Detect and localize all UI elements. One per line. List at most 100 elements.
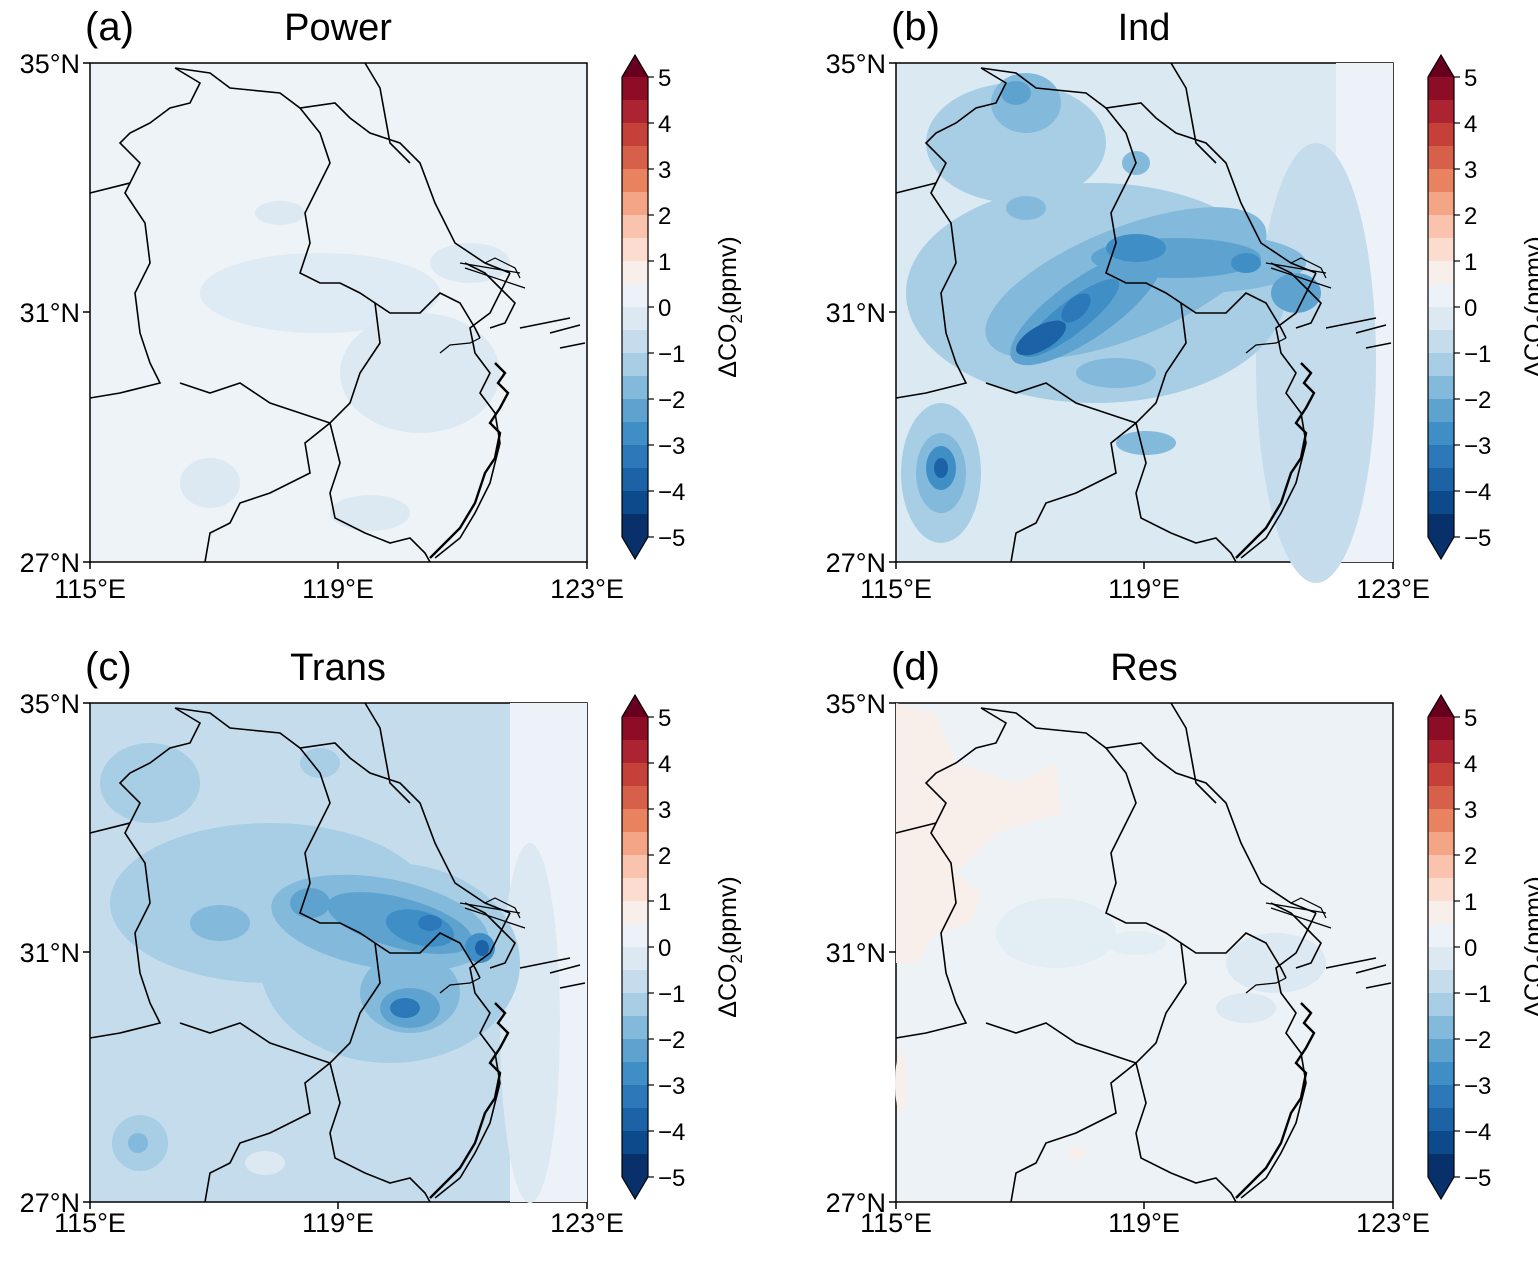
colorbar-tick-label: 4 xyxy=(1464,751,1477,778)
colorbar-tick-label: −4 xyxy=(658,479,685,506)
x-tick-115e: 115°E xyxy=(860,574,932,604)
anomaly-field xyxy=(100,703,587,1203)
y-tick-31n: 31°N xyxy=(826,938,886,968)
colorbar-bin xyxy=(622,468,648,492)
x-tick-123e: 123°E xyxy=(1356,1208,1430,1238)
panel-letter: (a) xyxy=(85,5,134,49)
colorbar-bin xyxy=(1428,422,1454,446)
colorbar-bin xyxy=(1428,514,1454,538)
colorbar: 5 4 3 2 1 0 −1 −2 −3 −4 −5 ΔCO2(ppmv) xyxy=(621,53,746,561)
colorbar-max-extension xyxy=(1428,55,1454,77)
colorbar-max-extension xyxy=(622,695,648,717)
colorbar-bin xyxy=(1428,123,1454,147)
y-tick-31n: 31°N xyxy=(826,298,886,328)
map-panel-d: (d) Res xyxy=(826,645,1538,1238)
colorbar-bin xyxy=(1428,77,1454,101)
y-tick-labels: 35°N 31°N 27°N xyxy=(20,49,90,578)
colorbar-bin xyxy=(622,1154,648,1178)
colorbar-tick-label: −5 xyxy=(1464,525,1491,552)
colorbar-bin xyxy=(1428,809,1454,833)
colorbar-bin xyxy=(1428,1108,1454,1132)
colorbar-tick-label: 0 xyxy=(1464,935,1477,962)
y-tick-31n: 31°N xyxy=(20,298,80,328)
colorbar-bin xyxy=(622,123,648,147)
colorbar-tick-label: 2 xyxy=(658,843,671,870)
colorbar-tick-label: −4 xyxy=(1464,479,1491,506)
colorbar-bin xyxy=(622,763,648,787)
colorbar-bin xyxy=(1428,100,1454,124)
colorbar-bin xyxy=(622,786,648,810)
anomaly-field xyxy=(180,201,510,531)
x-tick-labels: 115°E 119°E 123°E xyxy=(860,562,1430,604)
colorbar-bin xyxy=(622,1131,648,1155)
province-borders xyxy=(89,702,586,1203)
colorbar-tick-label: 2 xyxy=(1464,843,1477,870)
colorbar-bin xyxy=(622,284,648,308)
x-tick-123e: 123°E xyxy=(550,574,624,604)
colorbar-tick-label: −4 xyxy=(1464,1119,1491,1146)
map-panel-b: (b) Ind xyxy=(826,5,1538,604)
colorbar-tick-label: −5 xyxy=(1464,1165,1491,1192)
colorbar-tick-label: −1 xyxy=(658,981,685,1008)
y-tick-27n: 27°N xyxy=(20,548,80,578)
colorbar-bin xyxy=(1428,1131,1454,1155)
province-borders xyxy=(895,62,1392,563)
colorbar-tick-label: 1 xyxy=(658,889,671,916)
colorbar-bin xyxy=(622,307,648,331)
colorbar: 5 4 3 2 1 0 −1 −2 −3 −4 −5 ΔCO2(ppmv) xyxy=(1427,693,1538,1201)
colorbar-bin xyxy=(1428,901,1454,925)
colorbar-tick-label: 1 xyxy=(1464,889,1477,916)
x-tick-123e: 123°E xyxy=(1356,574,1430,604)
colorbar-bin xyxy=(1428,878,1454,902)
y-tick-27n: 27°N xyxy=(826,548,886,578)
colorbar-tick-label: 4 xyxy=(658,751,671,778)
colorbar-bin xyxy=(622,215,648,239)
colorbar-bin xyxy=(1428,740,1454,764)
colorbar-bin xyxy=(1428,330,1454,354)
x-tick-115e: 115°E xyxy=(54,574,126,604)
colorbar-bin xyxy=(1428,353,1454,377)
colorbar-bin xyxy=(622,100,648,124)
province-borders xyxy=(895,702,1392,1203)
colorbar-tick-label: 3 xyxy=(658,157,671,184)
colorbar-tick-label: 5 xyxy=(1464,705,1477,732)
colorbar-bin xyxy=(1428,399,1454,423)
colorbar-bin xyxy=(622,855,648,879)
province-borders xyxy=(89,62,586,563)
colorbar-tick-label: 3 xyxy=(658,797,671,824)
colorbar-bin xyxy=(622,422,648,446)
colorbar-bin xyxy=(622,1085,648,1109)
colorbar-bin xyxy=(622,353,648,377)
colorbar-bin xyxy=(1428,1039,1454,1063)
colorbar-bin xyxy=(1428,993,1454,1017)
colorbar: 5 4 3 2 1 0 −1 −2 −3 −4 −5 ΔCO2(ppmv) xyxy=(1427,53,1538,561)
colorbar-bin xyxy=(1428,763,1454,787)
colorbar-bin xyxy=(622,77,648,101)
colorbar-tick-label: 5 xyxy=(658,705,671,732)
colorbar-min-extension xyxy=(622,537,648,559)
colorbar-bin xyxy=(622,330,648,354)
x-tick-119e: 119°E xyxy=(1108,1208,1180,1238)
colorbar-bin xyxy=(1428,215,1454,239)
colorbar-bin xyxy=(622,1039,648,1063)
colorbar-tick-label: 5 xyxy=(658,65,671,92)
colorbar-tick-label: −1 xyxy=(1464,341,1491,368)
colorbar-tick-label: 2 xyxy=(658,203,671,230)
panel-letter: (b) xyxy=(891,5,940,49)
colorbar-bin xyxy=(1428,491,1454,515)
colorbar-tick-label: −2 xyxy=(658,387,685,414)
colorbar-bin xyxy=(622,376,648,400)
panel-title: Res xyxy=(1110,647,1178,689)
y-tick-27n: 27°N xyxy=(20,1188,80,1218)
colorbar-label: ΔCO2(ppmv) xyxy=(714,876,746,1017)
colorbar-tick-label: −3 xyxy=(1464,1073,1491,1100)
colorbar-bin xyxy=(622,740,648,764)
colorbar-bin xyxy=(1428,261,1454,285)
x-tick-labels: 115°E 119°E 123°E xyxy=(54,1202,624,1238)
colorbar-tick-label: −1 xyxy=(658,341,685,368)
colorbar-tick-label: 3 xyxy=(1464,157,1477,184)
x-tick-115e: 115°E xyxy=(54,1208,126,1238)
panel-letter: (d) xyxy=(891,645,940,689)
y-tick-labels: 35°N 31°N 27°N xyxy=(826,689,896,1218)
panel-ind: (b) Ind xyxy=(806,0,1538,621)
